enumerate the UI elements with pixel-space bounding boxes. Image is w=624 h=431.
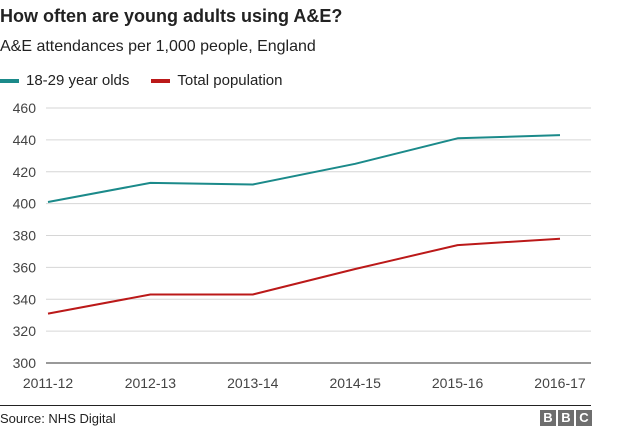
bbc-logo-letter: B xyxy=(558,410,574,426)
series-line-18-29-year-olds xyxy=(47,134,561,203)
x-tick-label: 2015-16 xyxy=(432,375,484,391)
line-chart: 460 440 420 400 380 360 340 320 300 2011-12 2012-1… xyxy=(13,100,591,391)
y-tick-label: 400 xyxy=(13,196,37,212)
chart-title: How often are young adults using A&E? xyxy=(0,6,343,26)
bbc-logo-letter: B xyxy=(540,410,556,426)
bbc-logo-letter: C xyxy=(576,410,592,426)
footer-divider xyxy=(0,405,591,406)
y-tick-label: 360 xyxy=(13,259,37,275)
legend-item-total-population: Total population xyxy=(151,72,283,89)
source-note: Source: NHS Digital xyxy=(0,411,116,426)
legend-item-18-29: 18-29 year olds xyxy=(0,72,129,89)
legend-label-18-29: 18-29 year olds xyxy=(26,72,130,89)
chart-subtitle: A&E attendances per 1,000 people, Englan… xyxy=(0,38,316,55)
x-tick-label: 2014-15 xyxy=(330,375,382,391)
y-tick-label: 420 xyxy=(13,164,37,180)
legend-label-total-population: Total population xyxy=(177,72,283,89)
bbc-logo: B B C xyxy=(538,410,592,426)
y-tick-label: 440 xyxy=(13,132,37,148)
legend-swatch-18-29 xyxy=(0,78,19,83)
y-tick-label: 460 xyxy=(13,100,37,116)
y-tick-label: 320 xyxy=(13,323,37,339)
y-tick-label: 300 xyxy=(13,355,37,371)
x-tick-label: 2016-17 xyxy=(534,375,586,391)
legend-swatch-total-population xyxy=(151,78,171,83)
series-line-total-population xyxy=(47,237,561,315)
x-tick-label: 2012-13 xyxy=(125,375,177,391)
legend: 18-29 year olds Total population xyxy=(0,72,305,89)
y-tick-label: 380 xyxy=(13,228,37,244)
x-tick-label: 2013-14 xyxy=(227,375,279,391)
x-tick-label: 2011-12 xyxy=(23,375,74,391)
y-tick-label: 340 xyxy=(13,291,37,307)
